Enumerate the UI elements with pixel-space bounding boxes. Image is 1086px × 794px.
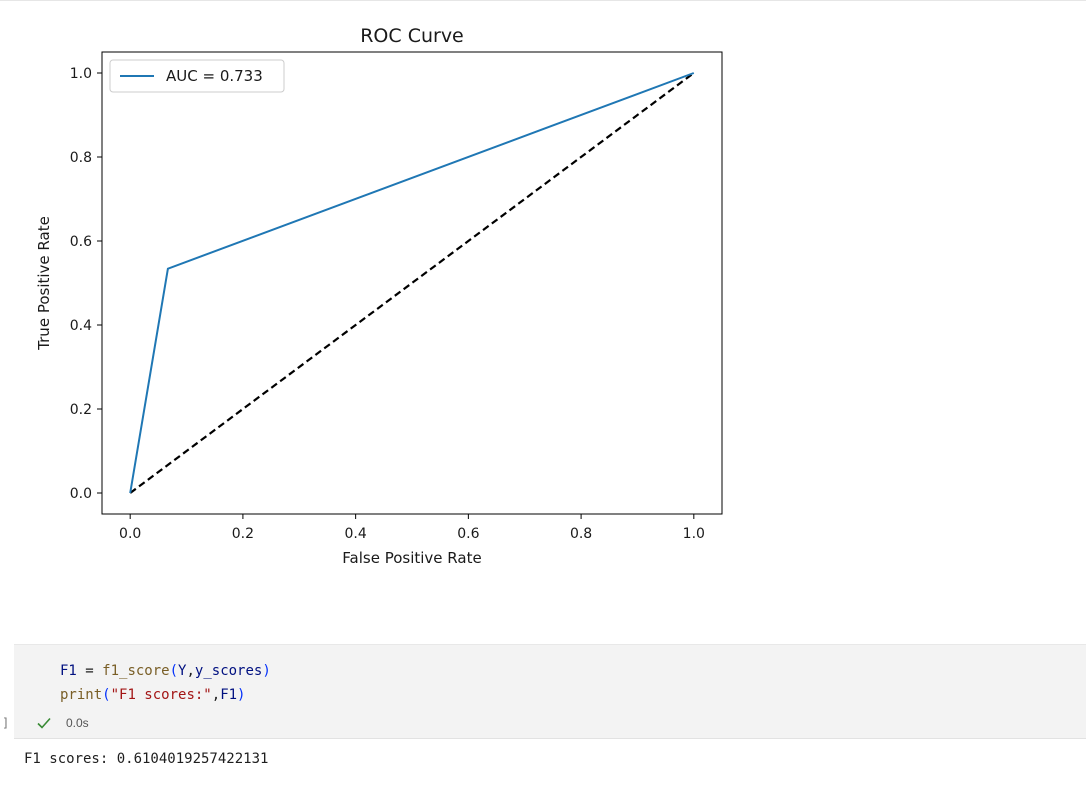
- code-token: =: [76, 663, 103, 679]
- y-tick-label: 0.0: [70, 486, 92, 502]
- code-token: f1_score: [102, 663, 170, 679]
- code-token: ): [262, 663, 271, 679]
- code-token: Y: [178, 663, 187, 679]
- code-token: print: [60, 687, 103, 703]
- y-axis-label: True Positive Rate: [35, 216, 53, 351]
- x-axis-label: False Positive Rate: [342, 549, 481, 567]
- cell-gutter-bracket: ]: [2, 716, 10, 730]
- roc-curve-line: [129, 72, 695, 494]
- legend-label: AUC = 0.733: [166, 67, 263, 85]
- check-icon: [36, 715, 52, 731]
- code-cell[interactable]: F1 = f1_score(Y,y_scores) print("F1 scor…: [14, 644, 1086, 739]
- code-token: (: [102, 687, 111, 703]
- x-axis-ticks: 0.0 0.2 0.4 0.6 0.8 1.0: [119, 514, 705, 542]
- code-token: "F1 scores:": [110, 687, 212, 703]
- execution-time: 0.0s: [66, 716, 89, 730]
- code-token: F1: [60, 663, 77, 679]
- chart-title: ROC Curve: [360, 25, 464, 47]
- x-tick-label: 0.8: [570, 526, 592, 542]
- code-token: (: [169, 663, 179, 679]
- x-tick-label: 0.6: [457, 526, 479, 542]
- code-line-2[interactable]: print("F1 scores:",F1): [60, 687, 245, 703]
- execution-status: 0.0s: [36, 715, 89, 731]
- legend: AUC = 0.733: [109, 59, 285, 93]
- y-axis-ticks: 0.0 0.2 0.4 0.6 0.8 1.0: [70, 66, 102, 502]
- code-token: y_scores: [194, 663, 263, 679]
- code-token: ,: [186, 663, 195, 679]
- code-line-1[interactable]: F1 = f1_score(Y,y_scores): [60, 663, 271, 679]
- x-tick-label: 0.0: [119, 526, 141, 542]
- y-tick-label: 0.2: [70, 402, 92, 418]
- roc-chart: ROC Curve 0.0 0.2 0.4 0.6 0.8 1.0 0.00.20.40.…: [35, 25, 723, 567]
- y-tick-label: 0.8: [70, 150, 92, 166]
- code-token: F1: [220, 687, 238, 703]
- y-tick-label: 1.0: [70, 66, 92, 82]
- series-layer: [129, 72, 695, 494]
- cell-separator: [0, 0, 1086, 1]
- cell-output-text: F1 scores: 0.6104019257422131: [24, 751, 269, 767]
- code-token: ): [237, 687, 246, 703]
- x-tick-label: 0.4: [345, 526, 367, 542]
- y-tick-label: 0.6: [70, 234, 92, 250]
- chance-diagonal-line: [129, 72, 695, 494]
- code-token: ,: [211, 687, 221, 703]
- legend-box: [109, 59, 285, 93]
- x-tick-label: 0.2: [232, 526, 254, 542]
- plot-output: ROC Curve 0.0 0.2 0.4 0.6 0.8 1.0 0.0 0.2 0.4 0.…: [35, 25, 723, 567]
- plot-area-frame: [101, 51, 723, 515]
- x-tick-label: 1.0: [683, 526, 705, 542]
- y-tick-label: 0.4: [70, 318, 92, 334]
